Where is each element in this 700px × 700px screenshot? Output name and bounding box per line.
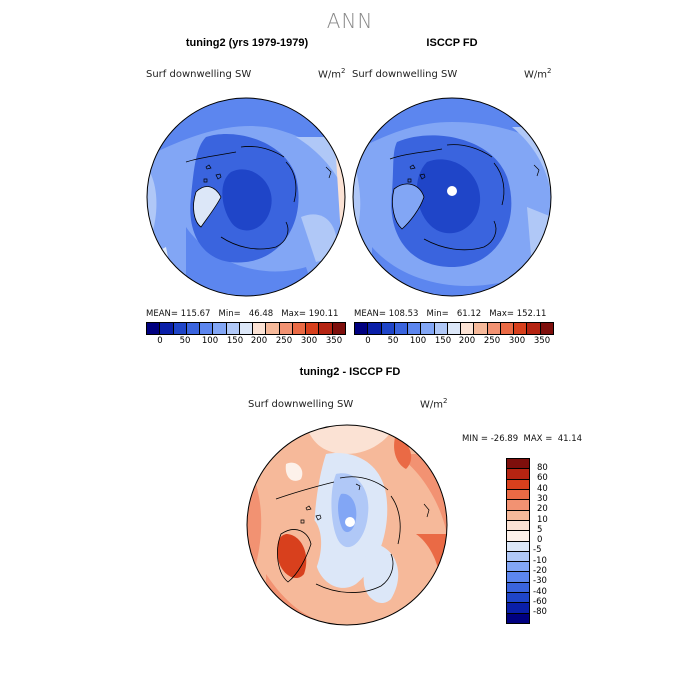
colorbar-swatch — [253, 323, 267, 334]
colorbar-swatch — [507, 582, 529, 594]
colorbar-tick-label: 50 — [179, 336, 191, 346]
colorbar-tick-label: 0 — [365, 336, 371, 346]
colorbar-swatch — [507, 469, 529, 480]
colorbar-swatch — [355, 323, 369, 334]
colorbar-tick-label: 250 — [483, 336, 501, 346]
panel-2-variable-label: Surf downwelling SW — [352, 69, 458, 80]
colorbar-tick-label: 80 — [537, 463, 548, 473]
colorbar-swatch — [507, 562, 529, 573]
colorbar-swatch — [226, 323, 240, 334]
colorbar-swatch — [381, 323, 395, 334]
colorbar-swatch — [487, 323, 501, 334]
colorbar-swatch — [408, 323, 422, 334]
colorbar-tick-label: -40 — [533, 587, 547, 597]
colorbar-swatch — [514, 323, 528, 334]
colorbar-tick-label: 0 — [157, 336, 163, 346]
colorbar-tick-label: 300 — [508, 336, 526, 346]
colorbar-tick-label: -20 — [533, 566, 547, 576]
colorbar-swatch — [540, 323, 553, 334]
colorbar-swatch — [474, 323, 488, 334]
panel-2-stats: MEAN= 108.53 Min= 61.12 Max= 152.11 — [354, 309, 547, 319]
figure-title: ANN — [326, 9, 374, 33]
colorbar-tick-label: 100 — [409, 336, 427, 346]
colorbar-swatch — [507, 510, 529, 521]
panel-3-variable-label: Surf downwelling SW — [248, 399, 354, 410]
panel-3-stats: MIN = -26.89 MAX = 41.14 — [462, 434, 583, 444]
colorbar-tick-label: 200 — [458, 336, 476, 346]
colorbar-tick-label: -80 — [533, 607, 547, 617]
colorbar-swatch — [186, 323, 201, 334]
colorbar-swatch — [507, 479, 529, 490]
colorbar-tick-label: 250 — [275, 336, 293, 346]
colorbar-swatch — [507, 593, 529, 604]
colorbar-tick-label: 10 — [537, 515, 548, 525]
colorbar-swatch — [507, 489, 529, 501]
panel-1-variable-label: Surf downwelling SW — [146, 69, 252, 80]
colorbar-tick-label: 200 — [250, 336, 268, 346]
colorbar-tick-label: 100 — [201, 336, 219, 346]
panel-1-colorbar — [146, 322, 346, 335]
panel-2-title: ISCCP FD — [426, 37, 478, 49]
colorbar-tick-label: 150 — [434, 336, 452, 346]
colorbar-swatch — [306, 323, 320, 334]
colorbar-swatch — [434, 323, 448, 334]
colorbar-tick-label: 350 — [533, 336, 551, 346]
colorbar-swatch — [279, 323, 293, 334]
panel-3-colorbar — [506, 458, 530, 624]
panel-2-colorbar — [354, 322, 554, 335]
colorbar-swatch — [507, 531, 529, 542]
colorbar-swatch — [507, 520, 529, 532]
colorbar-swatch — [507, 572, 529, 583]
colorbar-swatch — [507, 500, 529, 511]
colorbar-tick-label: 150 — [226, 336, 244, 346]
colorbar-tick-label: -5 — [533, 545, 542, 555]
panel-1-title: tuning2 (yrs 1979-1979) — [185, 37, 309, 49]
colorbar-swatch — [461, 323, 475, 334]
colorbar-swatch — [319, 323, 333, 334]
colorbar-tick-label: -30 — [533, 576, 547, 586]
colorbar-swatch — [239, 323, 254, 334]
colorbar-tick-label: 60 — [537, 473, 548, 483]
colorbar-swatch — [173, 323, 187, 334]
colorbar-tick-label: 5 — [537, 525, 543, 535]
colorbar-swatch — [147, 323, 161, 334]
colorbar-tick-label: -10 — [533, 556, 547, 566]
colorbar-swatch — [500, 323, 515, 334]
panel-1-units: W/m2 — [318, 67, 346, 81]
colorbar-swatch — [394, 323, 409, 334]
colorbar-swatch — [160, 323, 174, 334]
panel-2-polar-map — [352, 97, 552, 297]
panel-3-units: W/m2 — [420, 397, 448, 411]
colorbar-swatch — [368, 323, 382, 334]
colorbar-swatch — [507, 603, 529, 614]
panel-1-polar-map — [146, 97, 346, 297]
colorbar-swatch — [213, 323, 227, 334]
colorbar-swatch — [507, 541, 529, 552]
colorbar-tick-label: 40 — [537, 484, 548, 494]
colorbar-tick-label: 0 — [537, 535, 543, 545]
colorbar-swatch — [200, 323, 214, 334]
colorbar-swatch — [507, 551, 529, 563]
colorbar-tick-label: 30 — [537, 494, 548, 504]
panel-3-polar-map — [246, 424, 448, 626]
colorbar-tick-label: 20 — [537, 504, 548, 514]
panel-2-units: W/m2 — [524, 67, 552, 81]
colorbar-swatch — [527, 323, 541, 334]
colorbar-tick-label: 300 — [300, 336, 318, 346]
panel-3-title: tuning2 - ISCCP FD — [299, 366, 401, 378]
colorbar-swatch — [447, 323, 462, 334]
colorbar-tick-label: -60 — [533, 597, 547, 607]
colorbar-swatch — [421, 323, 435, 334]
colorbar-swatch — [292, 323, 307, 334]
colorbar-tick-label: 350 — [325, 336, 343, 346]
colorbar-swatch — [266, 323, 280, 334]
colorbar-swatch — [332, 323, 345, 334]
panel-1-stats: MEAN= 115.67 Min= 46.48 Max= 190.11 — [146, 309, 339, 319]
colorbar-swatch — [507, 613, 529, 623]
colorbar-swatch — [507, 459, 529, 470]
colorbar-tick-label: 50 — [387, 336, 399, 346]
